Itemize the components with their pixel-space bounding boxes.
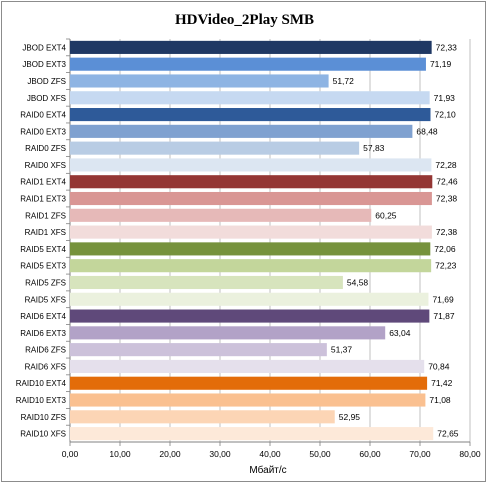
value-labels: 72,33 71,19 51,72 71,93 72,10 68,48 57,83 72,28…	[331, 42, 459, 438]
bar	[70, 376, 428, 390]
value-label: 71,19	[430, 59, 452, 69]
bar	[70, 108, 431, 122]
bar	[70, 259, 432, 273]
category-label: RAID6 XFS	[25, 362, 66, 371]
bar	[70, 225, 432, 239]
bar	[70, 57, 426, 71]
x-tick-label: 10,00	[109, 449, 131, 459]
value-label: 72,33	[436, 42, 458, 52]
value-label: 71,87	[433, 311, 455, 321]
value-label: 68,48	[416, 126, 438, 136]
value-label: 57,83	[363, 143, 385, 153]
x-tick-label: 50,00	[309, 449, 331, 459]
category-label: JBOD XFS	[27, 94, 66, 103]
category-label: RAID6 EXT4	[20, 312, 66, 321]
category-label: RAID5 EXT3	[20, 262, 66, 271]
value-label: 71,42	[431, 378, 453, 388]
value-label: 72,28	[435, 160, 457, 170]
bar	[70, 275, 343, 290]
bar	[70, 40, 432, 54]
bar	[70, 410, 335, 424]
value-label: 71,08	[429, 395, 451, 405]
value-label: 72,06	[434, 244, 456, 254]
x-tick-labels: 0,00 10,00 20,00 30,00 40,00 50,00 60,00 70,00 8…	[62, 449, 481, 459]
bar	[70, 343, 327, 357]
x-tick-label: 80,00	[459, 449, 481, 459]
bar	[70, 74, 329, 88]
category-label: JBOD EXT4	[22, 43, 66, 52]
bar	[70, 208, 372, 222]
bar	[70, 393, 426, 407]
category-label: RAID5 EXT4	[20, 245, 66, 254]
category-label: RAID5 ZFS	[25, 278, 66, 287]
chart-title: HDVideo_2Play SMB	[174, 12, 315, 28]
bar	[70, 141, 360, 155]
bar	[70, 175, 433, 189]
category-label: RAID5 XFS	[25, 295, 66, 304]
category-label: JBOD ZFS	[27, 77, 66, 86]
value-label: 70,84	[428, 361, 450, 371]
value-label: 51,72	[333, 76, 355, 86]
bar	[70, 427, 434, 441]
bar	[70, 292, 429, 306]
value-label: 72,10	[435, 110, 457, 120]
gridlines	[66, 38, 471, 446]
x-tick-label: 0,00	[62, 449, 79, 459]
bar	[70, 91, 430, 105]
category-label: RAID1 EXT3	[20, 195, 66, 204]
category-labels: JBOD EXT4 JBOD EXT3 JBOD ZFS JBOD XFS RAID0 …	[16, 43, 67, 438]
bar	[70, 191, 432, 206]
category-label: RAID1 EXT4	[20, 178, 66, 187]
category-label: RAID0 EXT3	[20, 127, 66, 136]
value-label: 72,38	[436, 227, 458, 237]
category-label: RAID0 XFS	[25, 161, 66, 170]
value-label: 54,58	[347, 277, 369, 287]
category-label: RAID10 XFS	[20, 430, 66, 439]
category-label: RAID0 ZFS	[25, 144, 66, 153]
value-label: 72,65	[437, 429, 459, 439]
bar	[70, 242, 431, 256]
value-label: 60,25	[375, 210, 397, 220]
bar	[70, 359, 425, 373]
value-label: 51,37	[331, 345, 353, 355]
value-label: 72,46	[436, 177, 458, 187]
x-axis-label: Мбайт/с	[249, 464, 286, 476]
value-label: 71,69	[432, 294, 454, 304]
bar	[70, 124, 413, 138]
x-tick-label: 60,00	[359, 449, 381, 459]
bars	[70, 40, 434, 441]
bar	[70, 326, 386, 340]
category-label: JBOD EXT3	[22, 60, 66, 69]
category-label: RAID6 ZFS	[25, 346, 66, 355]
value-label: 52,95	[339, 412, 361, 422]
value-label: 71,93	[434, 93, 456, 103]
category-label: RAID10 ZFS	[21, 413, 66, 422]
value-label: 72,38	[436, 194, 458, 204]
bar	[70, 309, 430, 323]
category-label: RAID10 EXT3	[16, 396, 67, 405]
category-label: RAID6 EXT3	[20, 329, 66, 338]
value-label: 72,23	[435, 261, 457, 271]
value-label: 63,04	[389, 328, 411, 338]
bar	[70, 158, 432, 172]
x-tick-label: 20,00	[159, 449, 181, 459]
x-tick-label: 70,00	[409, 449, 431, 459]
category-label: RAID10 EXT4	[16, 379, 67, 388]
x-tick-label: 30,00	[209, 449, 231, 459]
category-label: RAID1 XFS	[25, 228, 66, 237]
category-label: RAID1 ZFS	[25, 211, 66, 220]
category-label: RAID0 EXT4	[20, 111, 66, 120]
x-tick-label: 40,00	[259, 449, 281, 459]
